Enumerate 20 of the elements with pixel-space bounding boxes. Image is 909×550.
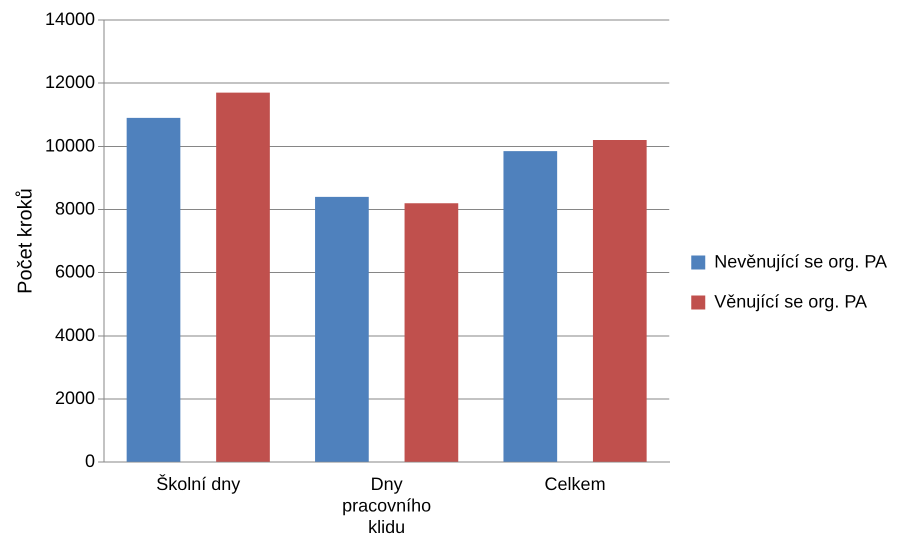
bar xyxy=(404,203,458,462)
bar xyxy=(315,196,369,462)
x-tick-label: Školní dny xyxy=(156,474,240,494)
x-tick-label: Celkem xyxy=(544,474,606,494)
bar xyxy=(126,118,180,462)
y-tick-label: 12000 xyxy=(44,72,96,92)
y-tick-label: 0 xyxy=(85,451,96,472)
y-tick-label: 14000 xyxy=(44,8,96,29)
legend-label: Věnující se org. PA xyxy=(714,291,867,312)
y-tick-label: 10000 xyxy=(44,135,96,156)
y-tick-label: 4000 xyxy=(55,324,96,345)
y-axis-title: Počet kroků xyxy=(14,188,37,294)
legend-label: Nevěnující se org. PA xyxy=(714,251,887,272)
bar xyxy=(503,151,558,462)
bar xyxy=(592,140,647,462)
x-tick-label: Dny pracovního klidu xyxy=(342,474,432,538)
y-tick-label: 6000 xyxy=(55,262,96,282)
y-tick-label: 8000 xyxy=(55,198,96,218)
bar xyxy=(216,92,270,462)
y-tick-label: 2000 xyxy=(55,388,96,408)
